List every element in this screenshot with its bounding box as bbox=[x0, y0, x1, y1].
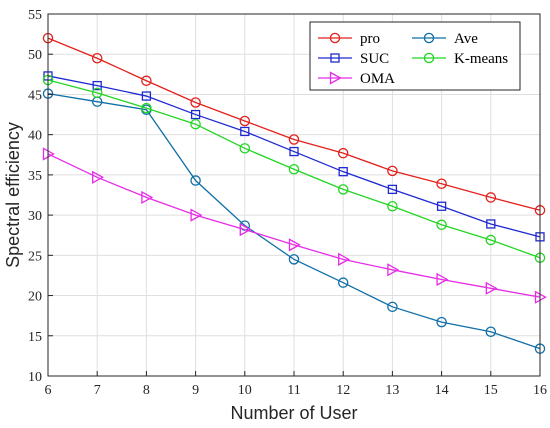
series-line bbox=[47, 79, 541, 259]
y-tick-label: 10 bbox=[28, 370, 42, 385]
y-tick-label: 55 bbox=[28, 8, 42, 23]
data-point bbox=[91, 87, 103, 99]
data-point bbox=[337, 147, 349, 159]
x-tick-label: 7 bbox=[94, 383, 101, 398]
x-tick-label: 14 bbox=[435, 383, 449, 398]
legend-item: SUC bbox=[318, 51, 389, 67]
y-axis-label: Spectral efficiency bbox=[3, 122, 23, 268]
data-point bbox=[239, 222, 252, 237]
data-point bbox=[190, 118, 201, 130]
data-point bbox=[338, 252, 351, 266]
x-tick-label: 15 bbox=[484, 383, 498, 398]
data-point bbox=[485, 281, 498, 295]
legend-box bbox=[309, 21, 521, 91]
data-point bbox=[485, 234, 497, 246]
data-point bbox=[436, 316, 447, 328]
data-point bbox=[288, 254, 300, 265]
series-suc bbox=[43, 71, 545, 242]
legend-marker bbox=[330, 53, 340, 63]
series-ave bbox=[42, 88, 546, 354]
x-tick-label: 11 bbox=[287, 383, 300, 398]
series-line bbox=[47, 153, 541, 298]
data-point bbox=[190, 109, 201, 120]
data-point bbox=[141, 190, 154, 205]
y-tick-label: 40 bbox=[28, 129, 42, 144]
legend-marker bbox=[329, 71, 342, 85]
data-point bbox=[92, 80, 102, 91]
x-axis-label: Number of User bbox=[230, 403, 357, 423]
legend-label: OMA bbox=[360, 71, 395, 87]
data-point bbox=[436, 219, 447, 231]
x-tick-label: 13 bbox=[385, 383, 399, 398]
data-point bbox=[485, 192, 497, 203]
data-point bbox=[91, 52, 103, 64]
data-point bbox=[436, 178, 447, 189]
series-line bbox=[47, 37, 541, 211]
series-layer bbox=[42, 32, 547, 354]
data-point bbox=[387, 184, 398, 195]
legend-item: K-means bbox=[412, 51, 508, 67]
series-line bbox=[47, 75, 541, 238]
data-point bbox=[387, 301, 398, 313]
data-point bbox=[337, 184, 349, 195]
data-point bbox=[338, 167, 348, 177]
ticks: 6 7 8 9 10 11 12 13 14 15 16 10 15 20 25 30 35 40 45 50 55 bbox=[28, 8, 547, 398]
data-point bbox=[436, 272, 449, 287]
data-point bbox=[387, 201, 398, 212]
legend-marker bbox=[423, 32, 435, 44]
legend-item: pro bbox=[318, 31, 380, 47]
legend-item: OMA bbox=[318, 71, 395, 87]
y-tick-label: 30 bbox=[28, 209, 42, 224]
data-point bbox=[141, 75, 152, 87]
data-point bbox=[239, 143, 251, 154]
series-line bbox=[47, 92, 541, 350]
data-point bbox=[387, 165, 398, 177]
y-tick-label: 25 bbox=[28, 249, 42, 264]
x-tick-label: 9 bbox=[192, 383, 199, 398]
data-point bbox=[239, 115, 251, 127]
legend: pro Ave SUC K-means OMA bbox=[309, 21, 521, 91]
legend-item: Ave bbox=[412, 31, 478, 47]
y-tick-label: 35 bbox=[28, 169, 42, 184]
data-point bbox=[141, 91, 152, 101]
y-tick-label: 45 bbox=[28, 88, 42, 103]
data-point bbox=[288, 164, 300, 175]
data-point bbox=[240, 126, 250, 137]
data-point bbox=[485, 326, 497, 338]
data-point bbox=[190, 175, 201, 186]
legend-marker bbox=[423, 52, 435, 64]
data-point bbox=[288, 238, 301, 252]
y-tick-label: 20 bbox=[28, 290, 42, 305]
data-point bbox=[288, 134, 300, 145]
x-tick-label: 10 bbox=[238, 383, 252, 398]
data-point bbox=[486, 219, 496, 229]
y-tick-label: 50 bbox=[28, 48, 42, 63]
data-point bbox=[436, 201, 447, 211]
legend-label: SUC bbox=[360, 51, 389, 67]
data-point bbox=[92, 170, 105, 184]
data-point bbox=[190, 208, 203, 222]
data-point bbox=[141, 102, 152, 114]
x-tick-label: 12 bbox=[336, 383, 350, 398]
data-point bbox=[387, 263, 400, 277]
series-k-means bbox=[42, 74, 546, 263]
data-point bbox=[337, 277, 349, 288]
data-point bbox=[289, 146, 299, 157]
x-tick-label: 16 bbox=[533, 383, 547, 398]
legend-marker bbox=[329, 32, 341, 44]
legend-label: K-means bbox=[454, 51, 508, 67]
x-tick-label: 6 bbox=[45, 383, 52, 398]
y-tick-label: 15 bbox=[28, 330, 42, 345]
data-point bbox=[190, 97, 201, 108]
legend-label: pro bbox=[360, 31, 380, 47]
x-tick-label: 8 bbox=[143, 383, 150, 398]
legend-label: Ave bbox=[454, 31, 478, 47]
